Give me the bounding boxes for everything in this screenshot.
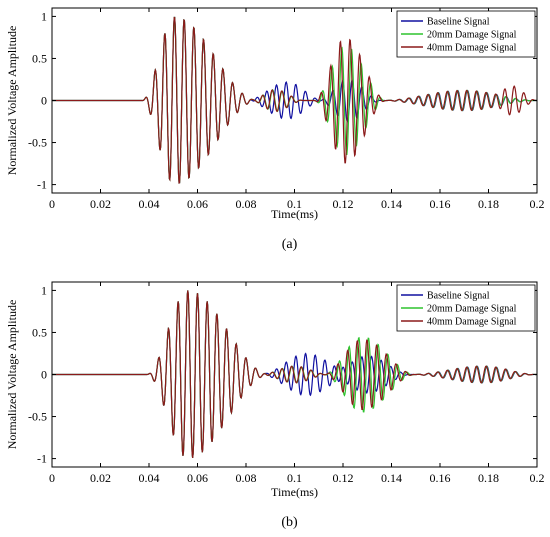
x-tick-label: 0.1 xyxy=(287,197,302,211)
x-tick-label: 0.18 xyxy=(478,471,499,485)
x-tick-label: 0.08 xyxy=(236,471,257,485)
y-tick-label: -1 xyxy=(37,452,47,466)
y-tick-label: -0.5 xyxy=(28,410,47,424)
x-tick-label: 0.12 xyxy=(333,471,354,485)
legend-entry-label: Baseline Signal xyxy=(427,17,490,28)
x-tick-label: 0 xyxy=(49,197,55,211)
legend-entry-label: 40mm Damage Signal xyxy=(427,43,517,54)
x-tick-label: 0.18 xyxy=(478,197,499,211)
x-tick-label: 0.02 xyxy=(90,471,111,485)
x-tick-label: 0.1 xyxy=(287,471,302,485)
panel-label: (b) xyxy=(281,515,298,530)
y-tick-label: 0 xyxy=(41,368,47,382)
panel-label: (a) xyxy=(282,237,298,252)
y-tick-label: 0 xyxy=(41,94,47,108)
x-tick-label: 0.12 xyxy=(333,197,354,211)
chart-panel-1: 0 0.02 0.04 0.06 0.08 0.1 0.12 0.14 0.16 0.18 0.2 -… xyxy=(5,281,545,530)
x-axis-label: Time(ms) xyxy=(271,207,318,221)
x-tick-label: 0.04 xyxy=(139,197,160,211)
x-tick-label: 0.2 xyxy=(530,471,545,485)
legend: Baseline Signal 20mm Damage Signal 40mm Da… xyxy=(396,10,536,58)
y-tick-label: 1 xyxy=(41,9,47,23)
x-tick-label: 0 xyxy=(49,471,55,485)
y-tick-label: -1 xyxy=(37,178,47,192)
legend-entry-label: 40mm Damage Signal xyxy=(427,317,517,328)
traces xyxy=(52,290,537,458)
x-tick-label: 0.04 xyxy=(139,471,160,485)
legend-entry-label: Baseline Signal xyxy=(427,291,490,302)
x-tick-label: 0.02 xyxy=(90,197,111,211)
chart-panel-0: 0 0.02 0.04 0.06 0.08 0.1 0.12 0.14 0.16 0.18 0.2 -… xyxy=(5,7,545,252)
x-tick-label: 0.16 xyxy=(430,197,451,211)
x-tick-label: 0.06 xyxy=(187,197,208,211)
legend: Baseline Signal 20mm Damage Signal 40mm Da… xyxy=(396,284,536,332)
y-axis-label: Normalized Voltage Amplitude xyxy=(5,300,19,450)
y-axis-label: Normalized Voltage Amplitude xyxy=(5,26,19,176)
x-axis-label: Time(ms) xyxy=(271,485,318,499)
y-tick-label: -0.5 xyxy=(28,136,47,150)
legend-entry-label: 20mm Damage Signal xyxy=(427,30,517,41)
traces xyxy=(52,16,537,184)
x-tick-label: 0.16 xyxy=(430,471,451,485)
y-tick-label: 1 xyxy=(41,283,47,297)
y-tick-label: 0.5 xyxy=(32,325,47,339)
series-line-40mm-damage-signal xyxy=(52,290,537,458)
y-tick-label: 0.5 xyxy=(32,51,47,65)
x-tick-label: 0.2 xyxy=(530,197,545,211)
x-tick-label: 0.14 xyxy=(381,197,402,211)
x-tick-label: 0.06 xyxy=(187,471,208,485)
x-tick-label: 0.14 xyxy=(381,471,402,485)
legend-entry-label: 20mm Damage Signal xyxy=(427,304,517,315)
x-tick-label: 0.08 xyxy=(236,197,257,211)
series-line-40mm-damage-signal xyxy=(52,16,537,184)
